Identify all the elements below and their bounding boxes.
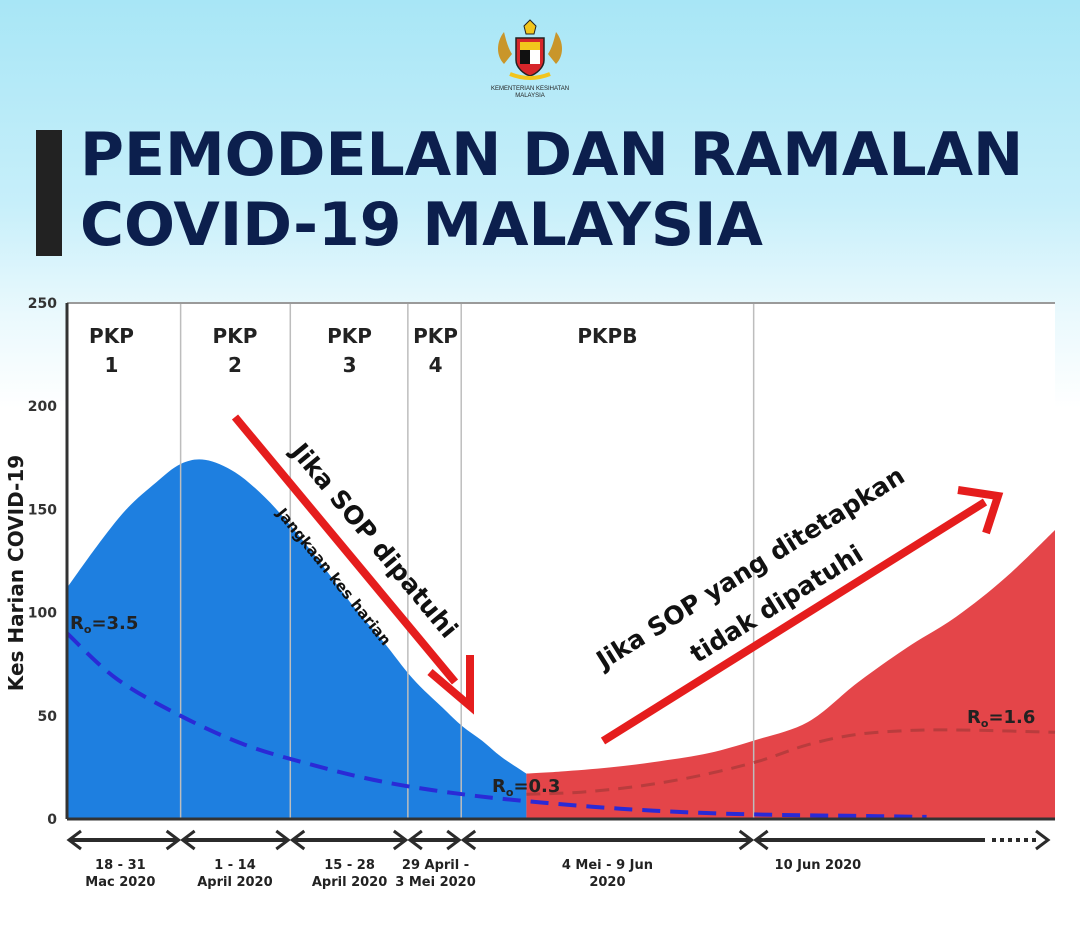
case-areas: [67, 459, 1055, 819]
phase-date-line1: 10 Jun 2020: [775, 858, 862, 873]
timeline-arrowhead-left: [753, 829, 769, 851]
phase-label-line2: 1: [104, 353, 118, 377]
phase-date-line1: 1 - 14: [214, 858, 256, 873]
timeline-arrowhead-left: [460, 829, 477, 851]
r0-label-end: Ro=1.6: [967, 707, 1035, 730]
y-tick-label: 0: [47, 812, 57, 828]
timeline-arrowhead-left: [66, 829, 82, 851]
timeline-arrowhead-right: [392, 829, 409, 851]
y-tick-label: 200: [28, 399, 57, 415]
blue-area-series: [67, 459, 527, 819]
title-line-2: COVID-19 MALAYSIA: [80, 190, 763, 260]
r0-dashed-line-red: [526, 728, 1056, 796]
r0-value: =1.6: [988, 707, 1035, 728]
phase-labels: PKP 1 18 - 31 Mac 2020 PKP 2 1 - 14 April 2020 P…: [85, 324, 861, 890]
timeline-arrowhead-left: [289, 829, 306, 851]
page-title: PEMODELAN DAN RAMALAN COVID-19 MALAYSIA: [80, 120, 1060, 260]
phase-label-line1: PKP: [327, 324, 372, 348]
ministry-logo: KEMENTERIAN KESIHATAN MALAYSIA: [490, 18, 570, 103]
title-accent-bar: [36, 130, 62, 256]
y-tick-label: 100: [28, 606, 57, 622]
phase-label-line1: PKP: [89, 324, 134, 348]
title-line-1: PEMODELAN DAN RAMALAN: [80, 120, 1024, 190]
r0-subscript: o: [506, 786, 514, 799]
r0-dashed-curves: [65, 631, 1056, 819]
phase-label-line1: PKP: [213, 324, 258, 348]
phase-date-line2: 2020: [589, 875, 625, 890]
phase-date-line1: 18 - 31: [95, 858, 146, 873]
r0-letter: R: [967, 707, 981, 728]
y-tick-label: 50: [38, 709, 58, 725]
y-axis-title: Kes Harian COVID-19: [4, 455, 28, 691]
red-arrow-up-shaft: [600, 498, 988, 745]
r0-value: =3.5: [91, 613, 138, 634]
phase-date-line1: 15 - 28: [324, 858, 375, 873]
timeline-arrowhead-right: [738, 829, 755, 851]
y-tick-label: 250: [28, 296, 57, 312]
phase-label-line2: 2: [228, 353, 242, 377]
timeline-arrowhead-right: [1035, 829, 1051, 851]
phase-label-line1: PKPB: [577, 324, 637, 348]
phase-date-line2: April 2020: [197, 875, 272, 890]
timeline-arrowhead-left: [180, 829, 196, 851]
red-area-series: [526, 530, 1055, 819]
r0-value: =0.3: [513, 776, 560, 797]
r0-subscript: o: [84, 623, 92, 636]
phase-label-line1: PKP: [413, 324, 458, 348]
timeline-arrowhead-left: [407, 829, 423, 851]
timeline-arrowhead-right: [446, 829, 462, 851]
phase-date-line1: 29 April -: [402, 858, 469, 873]
r0-letter: R: [492, 776, 506, 797]
timeline-arrowhead-right: [275, 829, 291, 851]
timeline-arrows: [66, 829, 1051, 851]
phase-date-line2: April 2020: [312, 875, 387, 890]
phase-label-line2: 4: [429, 353, 443, 377]
red-arrow-down-shaft: [231, 414, 459, 685]
y-tick-label: 150: [28, 502, 57, 518]
r0-dashed-line-blue: [65, 631, 927, 819]
r0-label-middle: Ro=0.3: [492, 776, 560, 799]
r0-label-start: Ro=3.5: [70, 613, 138, 636]
phase-dividers: [179, 303, 755, 819]
phase-date-line1: 4 Mei - 9 Jun: [562, 858, 653, 873]
logo-caption-line1: KEMENTERIAN KESIHATAN: [490, 86, 570, 92]
coat-of-arms-icon: [498, 19, 562, 80]
timeline-arrowhead-right: [165, 829, 182, 851]
red-arrow-up-head: [957, 486, 1004, 535]
phase-label-line2: 3: [343, 353, 357, 377]
red-arrow-down-head: [427, 655, 474, 715]
phase-date-line2: Mac 2020: [85, 875, 155, 890]
r0-subscript: o: [981, 717, 989, 730]
logo-caption-line2: MALAYSIA: [515, 93, 545, 99]
phase-date-line2: 3 Mei 2020: [395, 875, 476, 890]
axes: 0 50 100 150 200 250 Kes Harian COVID-19: [4, 296, 1055, 828]
r0-letter: R: [70, 613, 84, 634]
